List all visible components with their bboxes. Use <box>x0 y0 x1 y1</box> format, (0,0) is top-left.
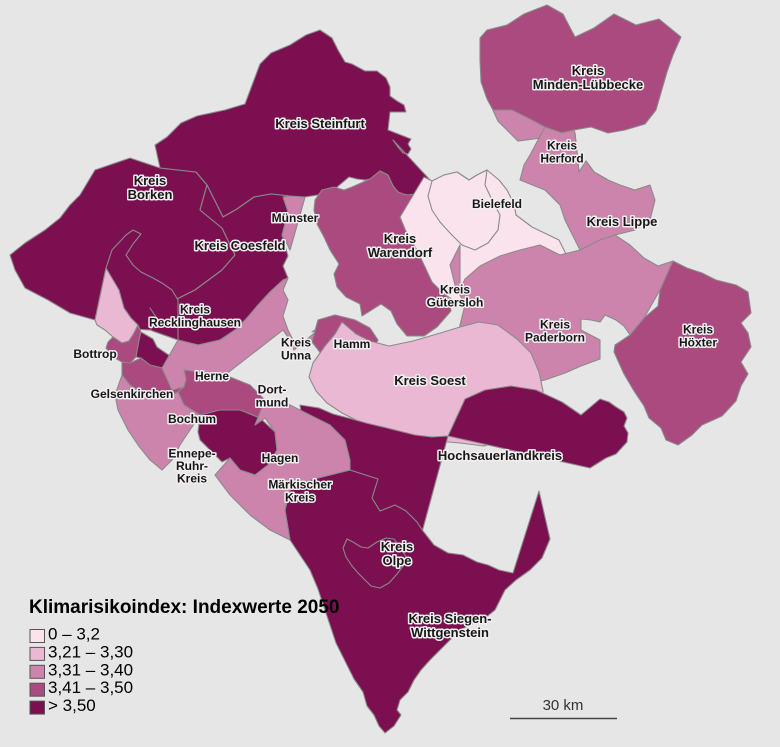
svg-text:Kreis Soest: Kreis Soest <box>394 373 466 388</box>
svg-text:Bielefeld: Bielefeld <box>472 197 522 211</box>
svg-text:Hamm: Hamm <box>334 337 371 351</box>
svg-text:Kreis Lippe: Kreis Lippe <box>587 214 658 229</box>
svg-text:Bochum: Bochum <box>168 412 216 426</box>
svg-text:Münster: Münster <box>272 211 319 225</box>
svg-text:3,21 – 3,30: 3,21 – 3,30 <box>48 642 133 661</box>
svg-text:0 – 3,2: 0 – 3,2 <box>48 625 100 644</box>
svg-text:Gelsenkirchen: Gelsenkirchen <box>91 387 174 401</box>
svg-text:Klimarisikoindex: Indexwerte 2: Klimarisikoindex: Indexwerte 2050 <box>29 597 339 618</box>
svg-text:Herne: Herne <box>195 369 229 383</box>
svg-text:30 km: 30 km <box>543 697 584 714</box>
svg-text:3,31 – 3,40: 3,31 – 3,40 <box>48 660 133 679</box>
svg-text:3,41 – 3,50: 3,41 – 3,50 <box>48 678 133 697</box>
svg-text:Hagen: Hagen <box>262 451 299 465</box>
svg-text:Hochsauerlandkreis: Hochsauerlandkreis <box>438 448 562 463</box>
svg-text:Kreis Coesfeld: Kreis Coesfeld <box>194 238 285 253</box>
svg-text:Dort-mund: Dort-mund <box>256 383 289 410</box>
svg-text:> 3,50: > 3,50 <box>48 696 96 715</box>
svg-text:Bottrop: Bottrop <box>73 347 116 361</box>
svg-text:Kreis Steinfurt: Kreis Steinfurt <box>275 116 365 131</box>
svg-text:Kreis Siegen-Wittgenstein: Kreis Siegen-Wittgenstein <box>408 611 491 640</box>
